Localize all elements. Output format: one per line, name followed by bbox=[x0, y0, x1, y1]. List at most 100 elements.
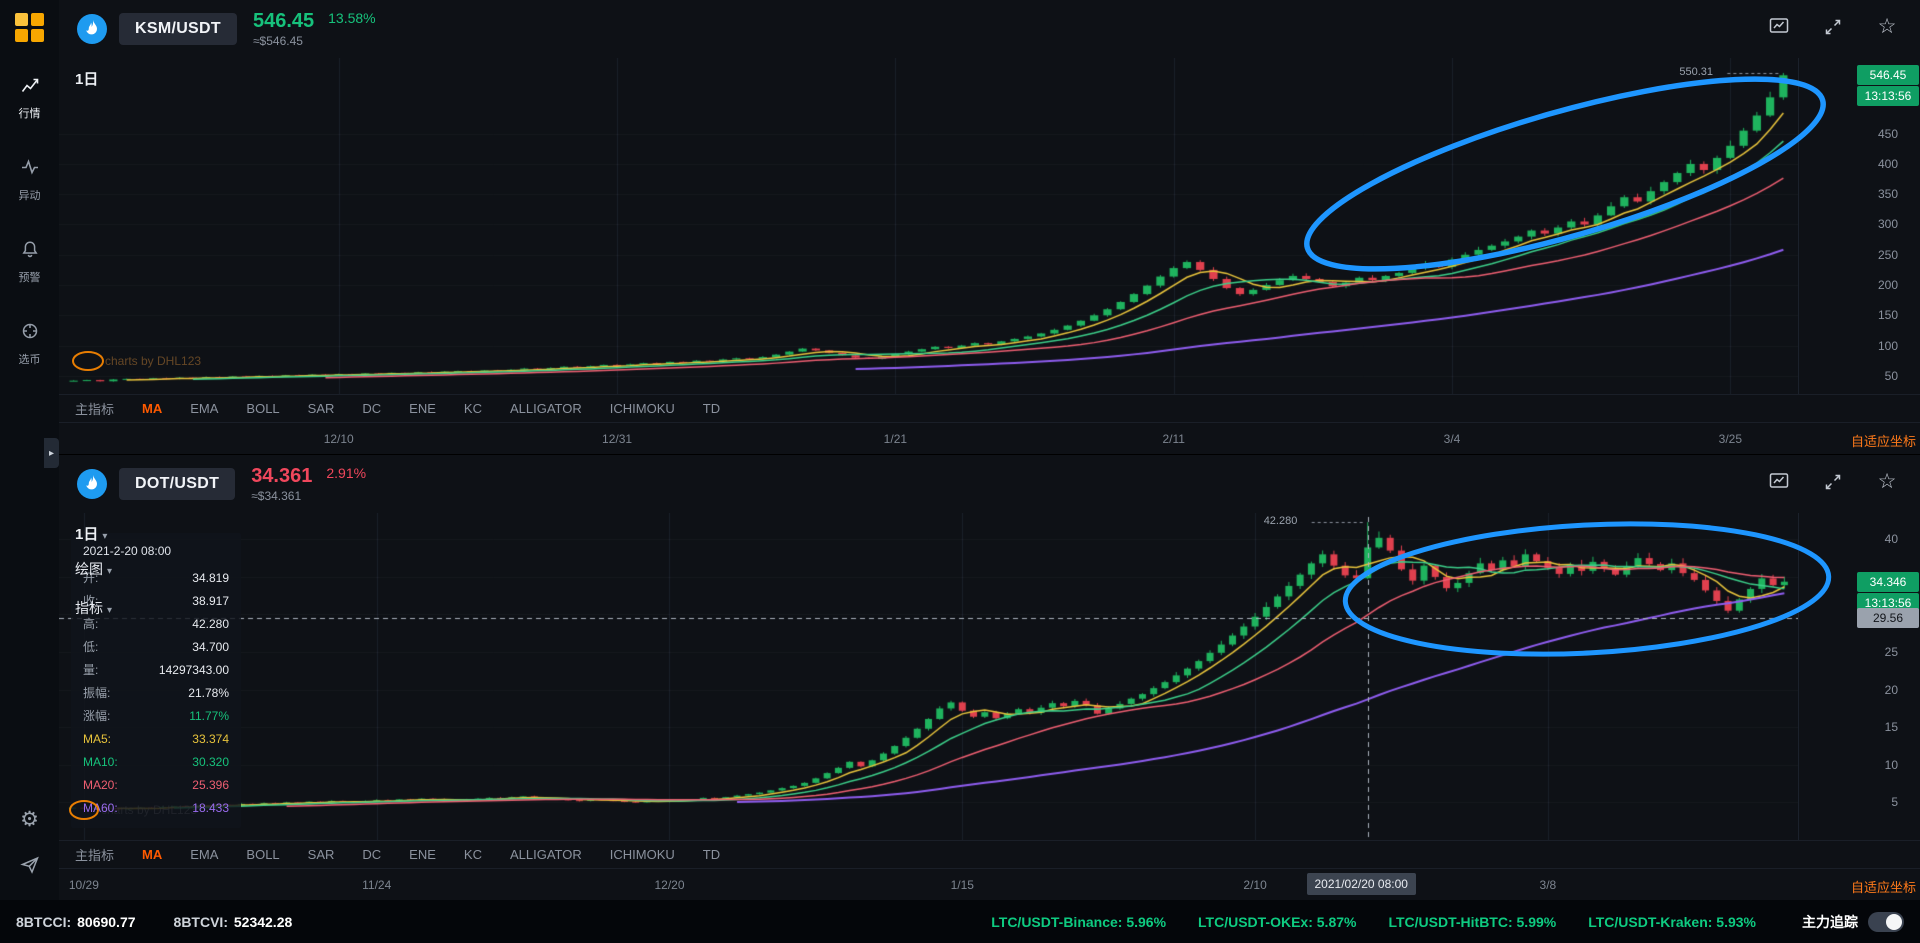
tab-ema[interactable]: EMA bbox=[190, 401, 219, 416]
last-price-tag: 34.346 bbox=[1857, 571, 1919, 592]
tab-alligator[interactable]: ALLIGATOR bbox=[509, 847, 582, 862]
x-axis-label: 1/21 bbox=[883, 432, 908, 446]
y-axis-tick: 400 bbox=[1877, 156, 1898, 171]
sidebar-item-movements[interactable]: 异动 bbox=[19, 157, 41, 203]
bell-icon bbox=[20, 239, 40, 264]
x-axis-label: 2/11 bbox=[1162, 432, 1185, 446]
tab-boll[interactable]: BOLL bbox=[246, 401, 280, 416]
y-axis-tick: 150 bbox=[1877, 308, 1898, 323]
app-logo-square bbox=[30, 13, 44, 26]
usd-approx-price: ≈$546.45 bbox=[252, 33, 303, 48]
tooltip-row: 开: 34.819 bbox=[83, 567, 229, 590]
main-indicator-label[interactable]: 主指标 bbox=[75, 402, 115, 417]
exchange-logo-icon bbox=[77, 14, 107, 44]
main-area: KSM/USDT 546.45 ≈$546.45 13.58% ☆ bbox=[59, 0, 1920, 900]
draw-menu-button[interactable]: 绘图 ▾ bbox=[75, 559, 112, 579]
tab-td[interactable]: TD bbox=[702, 401, 721, 416]
y-axis-tick: 300 bbox=[1877, 217, 1898, 232]
tab-ema[interactable]: EMA bbox=[190, 847, 219, 862]
favorite-star-icon[interactable]: ☆ bbox=[1877, 470, 1897, 493]
tooltip-row-value: 11.77% bbox=[189, 709, 229, 723]
main-indicator-label[interactable]: 主指标 bbox=[75, 848, 115, 863]
high-price-marker: 550.31 bbox=[1679, 65, 1714, 78]
sidebar-item-label: 选币 bbox=[18, 354, 41, 366]
candlestick-chart-canvas[interactable] bbox=[59, 513, 1798, 840]
ticker-item: LTC/USDT-OKEx: 5.87% bbox=[1198, 913, 1357, 930]
change-percent: 2.91% bbox=[326, 465, 367, 481]
tab-kc[interactable]: KC bbox=[463, 847, 482, 862]
tracker-label: 主力追踪 bbox=[1802, 913, 1858, 930]
fullscreen-icon[interactable] bbox=[1822, 17, 1844, 39]
change-percent: 13.58% bbox=[328, 10, 376, 26]
tab-sar[interactable]: SAR bbox=[307, 401, 335, 416]
main-force-tracker: 主力追踪 bbox=[1802, 911, 1904, 932]
tab-ma[interactable]: MA bbox=[142, 401, 163, 416]
tab-alligator[interactable]: ALLIGATOR bbox=[509, 401, 582, 416]
candlestick-chart-canvas[interactable] bbox=[59, 58, 1798, 394]
ticker-item: LTC/USDT-Binance: 5.96% bbox=[991, 913, 1167, 930]
tooltip-row-label: 涨幅: bbox=[83, 709, 111, 723]
x-axis-label: 10/29 bbox=[68, 878, 99, 892]
send-icon[interactable] bbox=[19, 855, 40, 880]
time-axis[interactable]: 自适应坐标 12/10 12/31 1/21 2/11 3/4 3/25 bbox=[59, 422, 1920, 454]
sidebar-item-coin-select[interactable]: 选币 bbox=[19, 321, 41, 367]
tab-boll[interactable]: BOLL bbox=[246, 847, 280, 862]
app-logo[interactable] bbox=[14, 13, 45, 43]
tab-dc[interactable]: DC bbox=[362, 401, 382, 416]
sidebar-item-alerts[interactable]: 预警 bbox=[19, 239, 41, 285]
y-axis-tick: 200 bbox=[1877, 278, 1898, 293]
snapshot-icon[interactable] bbox=[1768, 472, 1790, 494]
tab-sar[interactable]: SAR bbox=[307, 847, 335, 862]
menu-button-label: 绘图 bbox=[75, 561, 103, 577]
indicator-tabs: 主指标 MA EMA BOLL SAR DC ENE KC ALLIGATOR ICHIMOKU T… bbox=[59, 394, 1920, 422]
candle-countdown-tag: 13:13:56 bbox=[1857, 592, 1919, 613]
favorite-star-icon[interactable]: ☆ bbox=[1877, 15, 1897, 38]
timeframe-label[interactable]: 1日 ▾ bbox=[75, 526, 108, 543]
target-icon bbox=[20, 321, 40, 346]
adaptive-axis-button[interactable]: 自适应坐标 bbox=[1850, 880, 1916, 895]
sidebar-expand-arrow[interactable]: ▸ bbox=[44, 438, 59, 468]
tooltip-row-value: 38.917 bbox=[192, 594, 229, 608]
price-axis[interactable]: 34.346 13:13:56 29.56 403530252015105 bbox=[1798, 513, 1920, 840]
high-price-marker: 42.280 bbox=[1263, 515, 1298, 528]
pulse-icon bbox=[20, 157, 40, 182]
tab-ma[interactable]: MA bbox=[142, 847, 163, 862]
candle-countdown-tag: 13:13:56 bbox=[1857, 86, 1919, 107]
pair-selector[interactable]: KSM/USDT bbox=[119, 13, 237, 45]
tab-td[interactable]: TD bbox=[702, 847, 721, 862]
pair-selector[interactable]: DOT/USDT bbox=[119, 468, 236, 500]
price-axis[interactable]: 546.45 13:13:56 450 400 350 300 250 200 150 100… bbox=[1798, 58, 1920, 394]
tooltip-row: 振幅: 21.78% bbox=[83, 682, 229, 705]
tab-ichimoku[interactable]: ICHIMOKU bbox=[609, 847, 675, 862]
ticker-list: LTC/USDT-Binance: 5.96% LTC/USDT-OKEx: 5.… bbox=[991, 914, 1756, 930]
caret-down-icon: ▾ bbox=[107, 605, 113, 616]
x-axis-label: 2/10 bbox=[1243, 878, 1267, 892]
snapshot-icon[interactable] bbox=[1768, 17, 1790, 39]
y-axis-tick: 100 bbox=[1877, 338, 1898, 353]
tracker-toggle[interactable] bbox=[1868, 911, 1904, 932]
sidebar-item-market[interactable]: 行情 bbox=[19, 75, 41, 121]
tooltip-row: 收: 38.917 bbox=[83, 590, 229, 613]
fullscreen-icon[interactable] bbox=[1822, 472, 1844, 494]
caret-down-icon: ▾ bbox=[107, 566, 113, 577]
tab-ichimoku[interactable]: ICHIMOKU bbox=[609, 401, 675, 416]
timeframe-label[interactable]: 1日 bbox=[75, 71, 99, 88]
tooltip-row: MA60: 18.433 bbox=[83, 797, 229, 820]
last-price: 546.45 bbox=[252, 9, 315, 32]
time-axis[interactable]: 2021/02/20 08:00 自适应坐标 10/29 11/24 12/20 1/… bbox=[59, 868, 1920, 900]
x-axis-label: 3/4 bbox=[1443, 432, 1461, 446]
tab-ene[interactable]: ENE bbox=[409, 401, 436, 416]
tooltip-row-value: 34.819 bbox=[192, 571, 229, 585]
tab-dc[interactable]: DC bbox=[362, 847, 382, 862]
tooltip-row: 量: 14297343.00 bbox=[83, 659, 229, 682]
indicator-menu-button[interactable]: 指标 ▾ bbox=[75, 598, 112, 618]
tab-kc[interactable]: KC bbox=[463, 401, 482, 416]
adaptive-axis-button[interactable]: 自适应坐标 bbox=[1850, 434, 1916, 449]
tab-ene[interactable]: ENE bbox=[409, 847, 436, 862]
y-axis-tick: 25 bbox=[1884, 645, 1898, 660]
y-axis-tick: 10 bbox=[1884, 757, 1898, 772]
y-axis-tick: 5 bbox=[1891, 795, 1898, 810]
gear-icon[interactable]: ⚙ bbox=[20, 808, 39, 831]
ticker-item: LTC/USDT-HitBTC: 5.99% bbox=[1388, 913, 1557, 930]
y-axis-tick: 250 bbox=[1877, 247, 1898, 262]
